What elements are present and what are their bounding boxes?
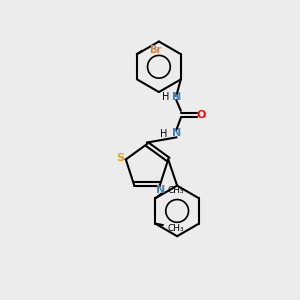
Text: N: N [172, 128, 181, 138]
Text: N: N [172, 92, 181, 102]
Text: CH₃: CH₃ [167, 224, 184, 232]
Text: H: H [160, 129, 167, 140]
Text: S: S [116, 153, 124, 163]
Text: O: O [197, 110, 206, 120]
Text: CH₃: CH₃ [167, 186, 184, 195]
Text: H: H [161, 92, 169, 102]
Text: N: N [155, 185, 165, 195]
Text: Br: Br [149, 45, 161, 55]
